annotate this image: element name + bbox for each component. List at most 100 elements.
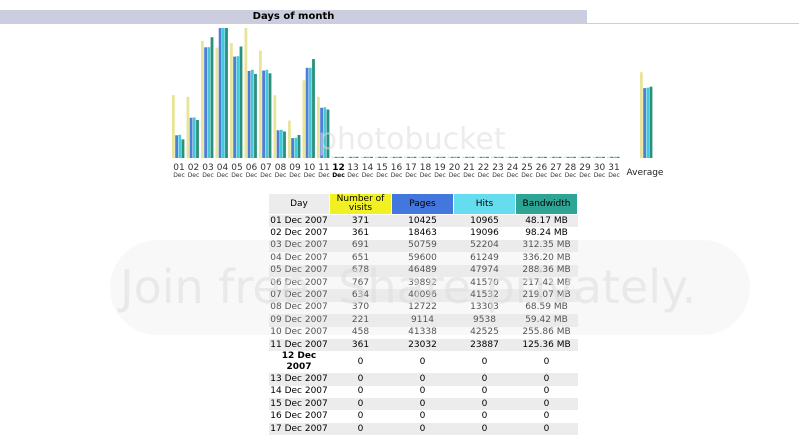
bar-21-1 — [465, 157, 468, 158]
average-bar-0 — [640, 72, 643, 158]
cell-bandwidth: 98.24 MB — [516, 227, 578, 239]
cell-pages: 0 — [392, 351, 454, 373]
cell-pages: 0 — [392, 410, 454, 422]
bar-02-3 — [196, 120, 199, 158]
tick-month-31: Dec — [608, 172, 620, 179]
cell-pages: 0 — [392, 386, 454, 398]
bar-11-1 — [320, 108, 323, 158]
bar-16-1 — [393, 157, 396, 158]
tick-month-08: Dec — [275, 172, 287, 179]
cell-visits: 370 — [330, 302, 392, 314]
bar-30-1 — [596, 157, 599, 158]
tick-month-29: Dec — [579, 172, 591, 179]
bar-17-2 — [410, 157, 413, 158]
cell-bandwidth: 0 — [516, 398, 578, 410]
bar-27-3 — [559, 157, 562, 158]
bar-18-3 — [428, 157, 431, 158]
days-table: Day Number of visits Pages Hits Bandwidt… — [268, 193, 578, 435]
cell-pages: 41338 — [392, 327, 454, 339]
cell-bandwidth: 288.36 MB — [516, 265, 578, 277]
cell-bandwidth: 0 — [516, 423, 578, 435]
bar-07-2 — [265, 70, 268, 158]
cell-visits: 0 — [330, 398, 392, 410]
bar-12-3 — [341, 157, 344, 158]
bar-01-1 — [175, 135, 178, 158]
tick-month-26: Dec — [536, 172, 548, 179]
bar-16-3 — [399, 157, 402, 158]
bar-19-0 — [433, 157, 436, 158]
cell-visits: 691 — [330, 240, 392, 252]
cell-day: 15 Dec 2007 — [269, 398, 330, 410]
cell-pages: 18463 — [392, 227, 454, 239]
bar-08-2 — [280, 130, 283, 158]
bar-29-2 — [584, 157, 587, 158]
bar-03-1 — [204, 47, 207, 158]
bar-05-2 — [236, 56, 239, 158]
bar-05-0 — [230, 43, 233, 158]
bar-27-0 — [549, 157, 552, 158]
bar-02-0 — [187, 97, 190, 158]
bar-27-2 — [555, 157, 558, 158]
tick-month-13: Dec — [347, 172, 359, 179]
bar-08-0 — [274, 95, 277, 158]
cell-hits: 10965 — [454, 215, 516, 228]
bar-06-0 — [245, 28, 248, 158]
bar-14-0 — [361, 157, 364, 158]
bar-13-0 — [346, 157, 349, 158]
cell-visits: 371 — [330, 215, 392, 228]
bar-20-3 — [457, 157, 460, 158]
cell-pages: 59600 — [392, 252, 454, 264]
bar-02-2 — [193, 117, 196, 158]
days-of-month-chart: 01Dec02Dec03Dec04Dec05Dec06Dec07Dec08Dec… — [0, 0, 799, 190]
tick-month-17: Dec — [405, 172, 417, 179]
bar-15-1 — [378, 157, 381, 158]
header-pages: Pages — [392, 194, 454, 215]
cell-day: 01 Dec 2007 — [269, 215, 330, 228]
bar-24-0 — [506, 157, 509, 158]
cell-visits: 678 — [330, 265, 392, 277]
bar-09-0 — [288, 121, 291, 158]
header-hits: Hits — [454, 194, 516, 215]
bar-01-2 — [178, 135, 181, 158]
bar-05-1 — [233, 57, 236, 158]
bar-10-0 — [303, 80, 306, 158]
cell-pages: 39892 — [392, 277, 454, 289]
bar-24-1 — [509, 157, 512, 158]
bar-02-1 — [190, 118, 193, 158]
bar-04-2 — [222, 28, 225, 158]
bar-03-2 — [207, 47, 210, 158]
bar-09-1 — [291, 138, 294, 158]
average-bar-2 — [646, 88, 649, 158]
cell-hits: 0 — [454, 386, 516, 398]
bar-24-3 — [515, 157, 518, 158]
bar-09-3 — [298, 135, 301, 158]
cell-bandwidth: 0 — [516, 351, 578, 373]
bar-28-0 — [564, 157, 567, 158]
tick-month-24: Dec — [507, 172, 519, 179]
bar-03-0 — [201, 41, 204, 158]
bar-31-3 — [617, 157, 620, 158]
tick-month-22: Dec — [478, 172, 490, 179]
cell-hits: 0 — [454, 398, 516, 410]
cell-pages: 9114 — [392, 314, 454, 326]
cell-bandwidth: 68.59 MB — [516, 302, 578, 314]
bar-10-1 — [306, 68, 309, 158]
tick-month-01: Dec — [173, 172, 185, 179]
bar-18-2 — [425, 157, 428, 158]
header-visits: Number of visits — [330, 194, 392, 215]
bar-25-0 — [520, 157, 523, 158]
bar-22-0 — [477, 157, 480, 158]
bar-12-0 — [332, 157, 335, 158]
bar-12-2 — [338, 157, 341, 158]
tick-month-02: Dec — [188, 172, 200, 179]
cell-pages: 0 — [392, 423, 454, 435]
bar-27-1 — [552, 157, 555, 158]
cell-pages: 40096 — [392, 289, 454, 301]
bar-26-2 — [541, 157, 544, 158]
